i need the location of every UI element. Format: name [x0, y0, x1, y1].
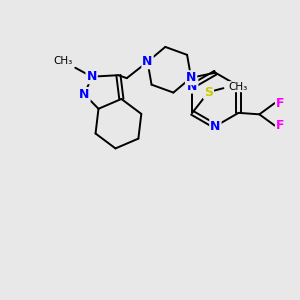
Text: N: N — [210, 120, 220, 133]
Text: N: N — [186, 71, 196, 84]
Text: CH₃: CH₃ — [54, 56, 73, 66]
Text: F: F — [276, 97, 284, 110]
Text: N: N — [187, 80, 197, 93]
Text: F: F — [276, 119, 284, 132]
Text: N: N — [79, 88, 90, 101]
Text: N: N — [142, 55, 153, 68]
Text: N: N — [86, 70, 97, 83]
Text: S: S — [204, 85, 213, 98]
Text: CH₃: CH₃ — [228, 82, 247, 92]
